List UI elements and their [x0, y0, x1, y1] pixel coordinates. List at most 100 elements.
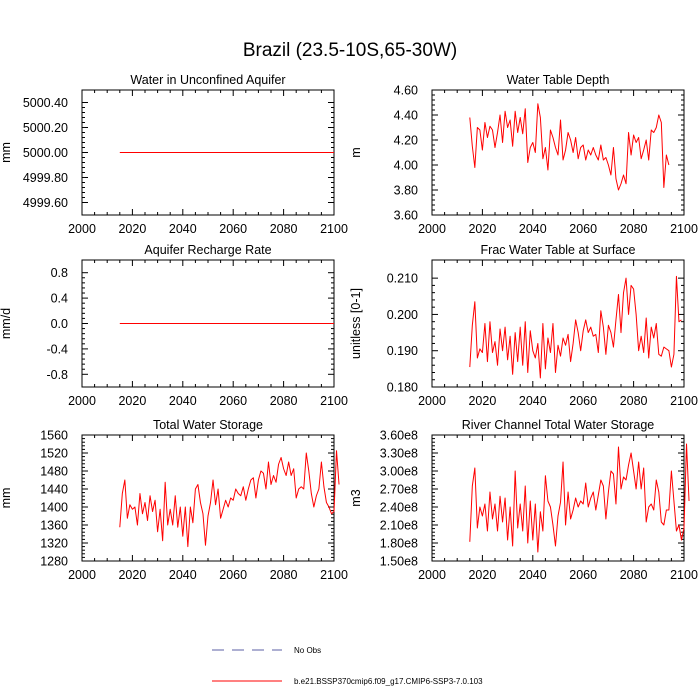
x-tick-label: 2100: [670, 568, 698, 582]
x-tick-label: 2060: [219, 568, 247, 582]
x-tick-label: 2040: [169, 568, 197, 582]
y-tick-label: 4.00: [394, 159, 418, 173]
panels-group: Water in Unconfined Aquifer mm 2000 2020 204…: [0, 73, 698, 582]
plot-frame: [431, 434, 685, 562]
series-line: [469, 443, 690, 553]
x-tick-label: 2080: [270, 394, 298, 408]
legend-no-obs-label: No Obs: [294, 646, 321, 655]
legend: No Obs b.e21.BSSP370cmip6.f09_g17.CMIP6-…: [212, 646, 483, 686]
x-tick-label: 2020: [118, 394, 146, 408]
series-line: [469, 275, 682, 379]
x-tick-label: 2040: [519, 222, 547, 236]
y-tick-label: 1.50e8: [380, 555, 418, 569]
y-tick-label: 0.0: [51, 317, 68, 331]
y-tick-label: 0.8: [51, 266, 68, 280]
y-tick-label: 5000.40: [23, 96, 68, 110]
y-tick-label: 3.80: [394, 184, 418, 198]
y-tick-label: 1360: [40, 519, 68, 533]
y-axis-label: mm: [0, 142, 13, 163]
y-tick-label: 5000.20: [23, 121, 68, 135]
x-tick-label: 2000: [418, 568, 446, 582]
panel-p1: Water in Unconfined Aquifer mm 2000 2020 204…: [0, 73, 348, 236]
panel-title: River Channel Total Water Storage: [462, 418, 655, 432]
y-tick-label: 3.60e8: [380, 429, 418, 443]
y-tick-label: 1400: [40, 501, 68, 515]
panel-p6: River Channel Total Water Storage m3 2000 2…: [349, 418, 698, 582]
y-tick-label: 2.10e8: [380, 519, 418, 533]
y-tick-label: 4.40: [394, 109, 418, 123]
y-tick-label: 5000.00: [23, 146, 68, 160]
x-tick-label: 2020: [468, 568, 496, 582]
panel-title: Water in Unconfined Aquifer: [130, 73, 285, 87]
y-tick-label: 4999.60: [23, 196, 68, 210]
panel-title: Total Water Storage: [153, 418, 263, 432]
y-tick-label: -0.8: [46, 368, 68, 382]
figure-title: Brazil (23.5-10S,65-30W): [243, 40, 457, 61]
x-tick-label: 2060: [569, 394, 597, 408]
x-tick-label: 2100: [320, 394, 348, 408]
x-tick-label: 2100: [320, 568, 348, 582]
x-tick-label: 2060: [219, 394, 247, 408]
y-tick-label: 4.60: [394, 84, 418, 98]
y-tick-label: 1480: [40, 465, 68, 479]
x-tick-label: 2040: [519, 394, 547, 408]
x-tick-label: 2040: [169, 222, 197, 236]
y-tick-label: 0.190: [387, 344, 418, 358]
x-tick-label: 2080: [620, 568, 648, 582]
x-tick-label: 2060: [569, 222, 597, 236]
y-axis-label: unitless [0-1]: [349, 288, 363, 359]
x-tick-label: 2100: [670, 394, 698, 408]
y-tick-label: 4.20: [394, 134, 418, 148]
series-line: [119, 450, 340, 548]
x-tick-label: 2020: [468, 394, 496, 408]
x-tick-label: 2100: [320, 222, 348, 236]
x-tick-label: 2040: [169, 394, 197, 408]
panel-p3: Aquifer Recharge Rate mm/d 2000 2020 2040 206…: [0, 243, 348, 408]
x-tick-label: 2060: [569, 568, 597, 582]
x-tick-label: 2080: [270, 222, 298, 236]
y-tick-label: 0.210: [387, 272, 418, 286]
y-tick-label: 0.200: [387, 308, 418, 322]
x-tick-label: 2100: [670, 222, 698, 236]
y-tick-label: 1280: [40, 555, 68, 569]
y-tick-label: 3.00e8: [380, 465, 418, 479]
x-tick-label: 2080: [620, 394, 648, 408]
y-tick-label: 2.40e8: [380, 501, 418, 515]
y-tick-label: 3.30e8: [380, 447, 418, 461]
y-tick-label: 3.60: [394, 209, 418, 223]
x-tick-label: 2000: [68, 394, 96, 408]
x-tick-label: 2060: [219, 222, 247, 236]
panel-p2: Water Table Depth m 2000 2020 2040 2060 2080 21…: [349, 73, 698, 236]
x-tick-label: 2020: [118, 222, 146, 236]
x-tick-label: 2020: [468, 222, 496, 236]
series-line: [469, 103, 670, 191]
y-axis-label: m3: [349, 489, 363, 506]
y-tick-label: -0.4: [46, 342, 68, 356]
x-tick-label: 2040: [519, 568, 547, 582]
y-tick-label: 0.180: [387, 381, 418, 395]
x-tick-label: 2000: [68, 222, 96, 236]
panel-p5: Total Water Storage mm 2000 2020 2040 2060 208…: [0, 418, 348, 582]
y-tick-label: 4999.80: [23, 171, 68, 185]
x-tick-label: 2080: [270, 568, 298, 582]
y-axis-label: m: [349, 147, 363, 157]
x-tick-label: 2080: [620, 222, 648, 236]
y-tick-label: 2.70e8: [380, 483, 418, 497]
y-tick-label: 1.80e8: [380, 537, 418, 551]
y-tick-label: 1320: [40, 537, 68, 551]
x-tick-label: 2000: [418, 222, 446, 236]
y-tick-label: 1520: [40, 447, 68, 461]
x-tick-label: 2020: [118, 568, 146, 582]
panel-title: Aquifer Recharge Rate: [144, 243, 271, 257]
legend-model-label: b.e21.BSSP370cmip6.f09_g17.CMIP6-SSP3-7.…: [294, 677, 483, 686]
y-tick-label: 1440: [40, 483, 68, 497]
panel-title: Water Table Depth: [507, 73, 610, 87]
y-axis-label: mm/d: [0, 308, 13, 339]
x-tick-label: 2000: [418, 394, 446, 408]
x-tick-label: 2000: [68, 568, 96, 582]
panel-p4: Frac Water Table at Surface unitless [0-1…: [349, 243, 698, 408]
y-tick-label: 0.4: [51, 292, 68, 306]
y-tick-label: 1560: [40, 429, 68, 443]
panel-title: Frac Water Table at Surface: [481, 243, 636, 257]
